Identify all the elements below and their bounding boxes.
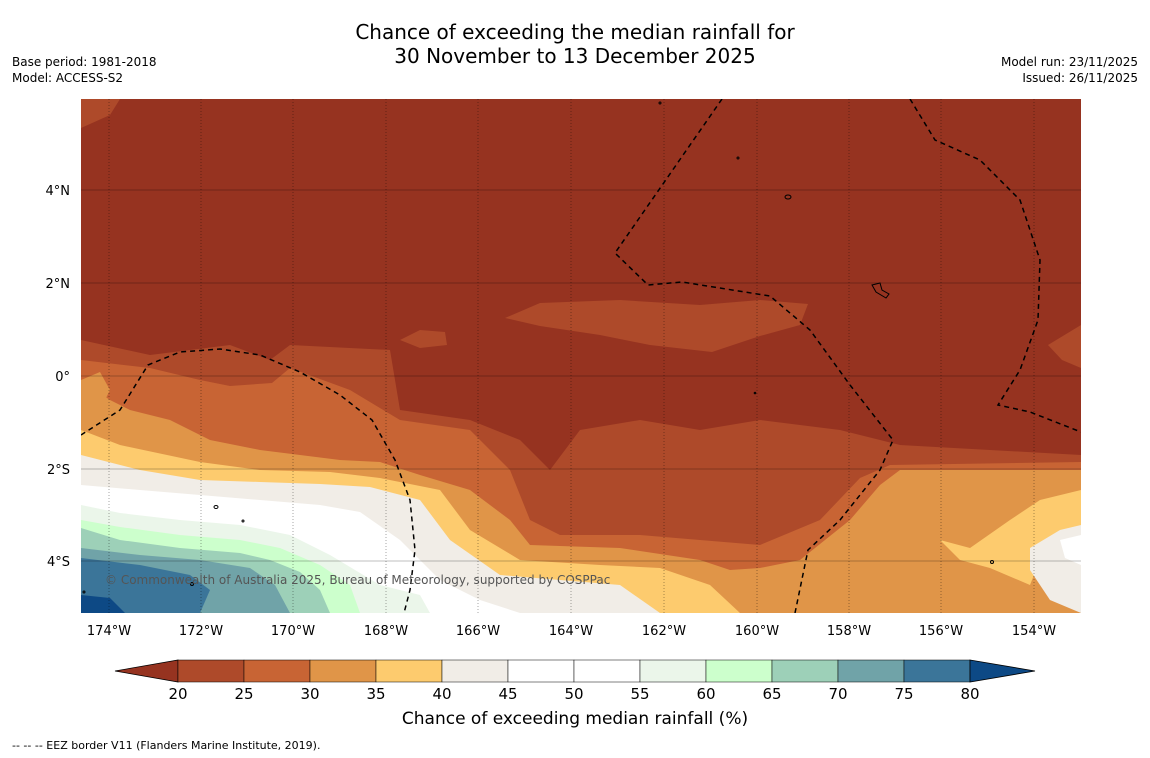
issued-date: Issued: 26/11/2025 bbox=[1022, 71, 1138, 85]
latitude-lines bbox=[81, 189, 1081, 562]
title-line-1: Chance of exceeding the median rainfall … bbox=[355, 20, 795, 44]
colorbar-segment bbox=[837, 659, 905, 683]
colorbar-ticks: 20 25 30 35 40 45 50 55 60 65 70 75 80 bbox=[168, 685, 979, 703]
y-tick-4s: 4°S bbox=[47, 555, 70, 570]
cb-tick-70: 70 bbox=[828, 685, 847, 703]
cb-tick-65: 65 bbox=[762, 685, 781, 703]
base-period: Base period: 1981-2018 bbox=[12, 55, 157, 69]
colorbar-extend-high bbox=[969, 659, 1036, 683]
colorbar-segments bbox=[114, 659, 1036, 683]
x-tick-160w: 160°W bbox=[735, 624, 779, 639]
colorbar-extend-low bbox=[114, 659, 179, 683]
zone-25-30-patch bbox=[400, 330, 447, 348]
cb-tick-40: 40 bbox=[432, 685, 451, 703]
eez-footnote: -- -- -- EEZ border V11 (Flanders Marine… bbox=[12, 739, 321, 752]
zone-above-80 bbox=[81, 595, 125, 613]
colorbar-segment bbox=[441, 659, 509, 683]
x-tick-164w: 164°W bbox=[549, 624, 593, 639]
y-tick-4n: 4°N bbox=[46, 184, 71, 199]
rainfall-map: © Commonwealth of Australia 2025, Bureau… bbox=[46, 99, 1081, 639]
meta-right: Model run: 23/11/2025 Issued: 26/11/2025 bbox=[1001, 54, 1138, 86]
x-tick-168w: 168°W bbox=[364, 624, 408, 639]
colorbar-segment bbox=[309, 659, 377, 683]
x-tick-170w: 170°W bbox=[271, 624, 315, 639]
cb-tick-30: 30 bbox=[300, 685, 319, 703]
y-axis-ticks: 4°N 2°N 0° 2°S 4°S bbox=[46, 184, 71, 570]
y-tick-2n: 2°N bbox=[46, 277, 71, 292]
islands bbox=[82, 101, 994, 594]
colorbar-segment bbox=[903, 659, 971, 683]
colorbar-segment bbox=[573, 659, 641, 683]
title-line-2: 30 November to 13 December 2025 bbox=[394, 44, 756, 68]
cb-tick-20: 20 bbox=[168, 685, 187, 703]
map-title: Chance of exceeding the median rainfall … bbox=[0, 20, 1150, 68]
x-tick-172w: 172°W bbox=[179, 624, 223, 639]
colorbar-segment bbox=[507, 659, 575, 683]
contour-fill: © Commonwealth of Australia 2025, Bureau… bbox=[81, 99, 1081, 613]
model-run: Model run: 23/11/2025 bbox=[1000, 55, 1138, 69]
model-name: Model: ACCESS-S2 bbox=[12, 71, 124, 85]
zone-25-30-nw bbox=[81, 99, 120, 128]
x-tick-174w: 174°W bbox=[87, 624, 131, 639]
colorbar-segment bbox=[243, 659, 311, 683]
colorbar-segment bbox=[639, 659, 707, 683]
colorbar-segment bbox=[705, 659, 773, 683]
x-tick-162w: 162°W bbox=[642, 624, 686, 639]
cb-tick-55: 55 bbox=[630, 685, 649, 703]
cb-tick-35: 35 bbox=[366, 685, 385, 703]
y-tick-0: 0° bbox=[55, 370, 70, 385]
x-tick-156w: 156°W bbox=[919, 624, 963, 639]
x-axis-ticks: 174°W 172°W 170°W 168°W 166°W 164°W 162°… bbox=[87, 624, 1056, 639]
zone-25-30-east bbox=[1048, 325, 1081, 368]
cb-tick-25: 25 bbox=[234, 685, 253, 703]
colorbar-segment bbox=[177, 659, 245, 683]
colorbar-label: Chance of exceeding median rainfall (%) bbox=[401, 709, 749, 729]
colorbar-segment bbox=[375, 659, 443, 683]
eez-borders bbox=[81, 99, 1081, 613]
colorbar-segment bbox=[771, 659, 839, 683]
cb-tick-75: 75 bbox=[894, 685, 913, 703]
cb-tick-45: 45 bbox=[498, 685, 517, 703]
copyright-watermark: © Commonwealth of Australia 2025, Bureau… bbox=[105, 573, 610, 587]
y-tick-2s: 2°S bbox=[47, 463, 70, 478]
zone-35-40-west bbox=[81, 372, 110, 425]
zone-75-80 bbox=[81, 558, 210, 613]
cb-tick-60: 60 bbox=[696, 685, 715, 703]
cb-tick-50: 50 bbox=[564, 685, 583, 703]
colorbar: 20 25 30 35 40 45 50 55 60 65 70 75 80 bbox=[114, 659, 1036, 703]
meta-left: Base period: 1981-2018 Model: ACCESS-S2 bbox=[12, 54, 157, 86]
zone-25-30-band bbox=[505, 300, 808, 352]
x-tick-154w: 154°W bbox=[1012, 624, 1056, 639]
cb-tick-80: 80 bbox=[960, 685, 979, 703]
x-tick-158w: 158°W bbox=[827, 624, 871, 639]
x-tick-166w: 166°W bbox=[456, 624, 500, 639]
zone-50-55-east bbox=[1060, 535, 1081, 565]
